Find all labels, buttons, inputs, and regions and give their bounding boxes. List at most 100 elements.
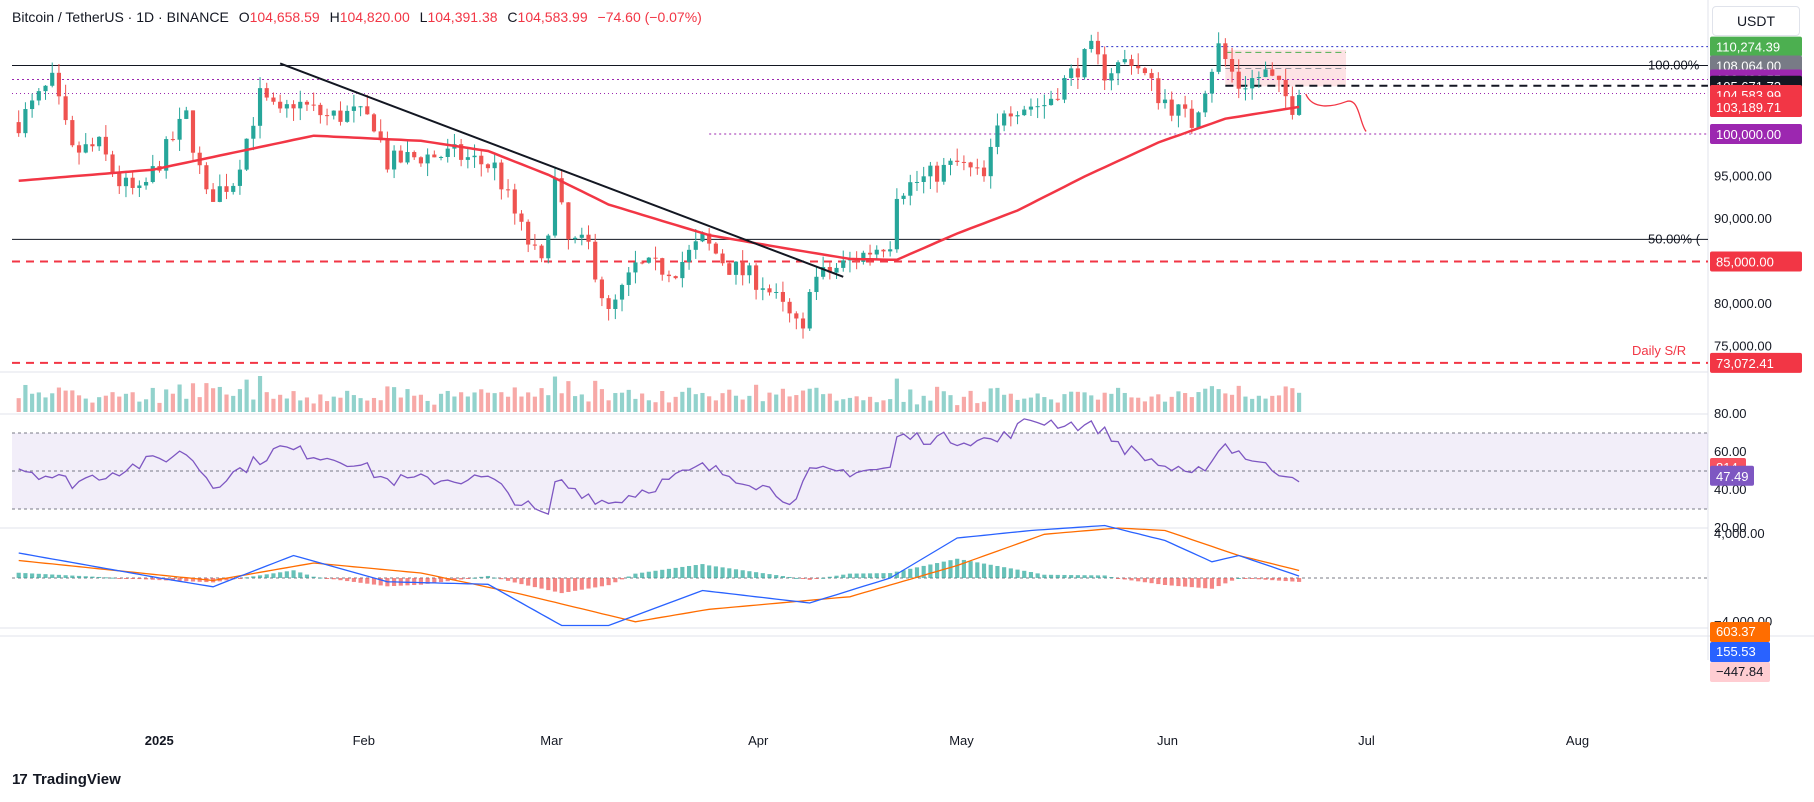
candle-body: [713, 243, 718, 254]
macd-histogram-bar: [1022, 570, 1027, 578]
candle-body: [351, 106, 356, 111]
macd-histogram-bar: [733, 569, 739, 578]
macd-histogram-bar: [727, 568, 732, 578]
macd-histogram-bar: [888, 573, 893, 578]
close-label: C: [507, 9, 518, 25]
candle-body: [405, 152, 410, 163]
volume-bar: [90, 402, 95, 412]
macd-histogram-bar: [492, 577, 497, 579]
volume-bar: [157, 402, 162, 412]
macd-histogram-bar: [995, 565, 1000, 578]
candle-body: [378, 131, 383, 141]
macd-histogram-bar: [1002, 567, 1007, 578]
candle-body: [465, 157, 470, 160]
macd-histogram-bar: [244, 577, 249, 579]
tradingview-logo[interactable]: 17 TradingView: [12, 771, 121, 788]
macd-histogram-bar: [1243, 578, 1248, 579]
candle-body: [1283, 79, 1288, 97]
volume-bar: [83, 398, 88, 412]
candle-body: [472, 155, 477, 158]
volume-bar: [686, 387, 692, 412]
volume-bar: [948, 395, 953, 412]
volume-bar: [244, 379, 249, 412]
macd-histogram-bar: [70, 575, 75, 578]
macd-histogram-bar: [1055, 574, 1060, 578]
candle-body: [365, 106, 370, 115]
macd-histogram-bar: [43, 574, 48, 578]
volume-bar: [1028, 397, 1034, 412]
macd-histogram-bar: [438, 578, 444, 583]
candle-body: [526, 221, 531, 245]
volume-bar: [1270, 395, 1275, 412]
volume-bar: [874, 402, 879, 412]
macd-histogram-bar: [546, 578, 551, 591]
macd-histogram-bar: [1229, 578, 1235, 581]
macd-histogram-bar: [324, 578, 330, 579]
macd-histogram-bar: [901, 570, 906, 578]
volume-bar: [539, 388, 544, 412]
candle-body: [733, 261, 739, 275]
candle-body: [425, 154, 430, 164]
macd-histogram-bar: [16, 572, 21, 578]
macd-histogram-bar: [304, 574, 310, 578]
candle-body: [271, 97, 276, 102]
candle-body: [291, 104, 296, 109]
candle-body: [861, 252, 866, 262]
candle-body: [204, 165, 209, 190]
volume-bar: [1203, 388, 1208, 412]
candle-body: [740, 261, 745, 276]
volume-bar: [512, 387, 517, 412]
macd-signal-badge: 603.37: [1710, 622, 1770, 642]
macd-histogram-bar: [1035, 573, 1040, 578]
macd-badge-bg: [1710, 622, 1770, 642]
volume-bar: [137, 401, 142, 412]
volume-bar: [673, 396, 678, 412]
macd-histogram-bar: [981, 563, 987, 578]
volume-bar: [754, 384, 759, 412]
macd-histogram-bar: [479, 576, 484, 578]
candle-body: [438, 156, 444, 158]
candle-body: [968, 162, 973, 168]
candle-body: [23, 109, 28, 134]
volume-bar: [894, 378, 899, 412]
volume-bar: [981, 401, 987, 412]
macd-histogram-bar: [63, 575, 68, 578]
time-tick-label: Aug: [1566, 733, 1589, 748]
volume-bar: [1075, 391, 1080, 412]
macd-histogram-bar: [512, 578, 517, 583]
volume-bar: [499, 392, 504, 412]
candle-body: [70, 120, 75, 146]
candle-body: [16, 122, 21, 134]
candle-body: [633, 262, 638, 273]
macd-histogram-bar: [499, 578, 504, 580]
currency-button[interactable]: USDT: [1712, 6, 1800, 36]
volume-bar: [1183, 393, 1188, 412]
price-badge-bg: [1710, 251, 1802, 272]
macd-histogram-bar: [351, 578, 356, 582]
volume-bar: [1109, 393, 1114, 412]
time-tick-label: Jun: [1157, 733, 1178, 748]
volume-bar: [418, 394, 423, 412]
volume-bar: [1048, 399, 1054, 412]
macd-histogram-bar: [955, 558, 960, 578]
macd-histogram-bar: [257, 575, 263, 578]
volume-bar: [1122, 392, 1127, 412]
volume-bar: [867, 396, 873, 412]
candle-body: [613, 299, 618, 309]
macd-histogram-bar: [633, 573, 638, 578]
ema-50-line: [18, 105, 1300, 262]
volume-bar: [961, 396, 966, 412]
volume-bar: [955, 405, 960, 412]
candle-body: [619, 284, 625, 300]
volume-bar: [1297, 392, 1302, 412]
price-badge: 103,189.71: [1710, 96, 1802, 117]
macd-histogram-bar: [1149, 578, 1154, 584]
candle-body: [794, 313, 799, 319]
volume-bar: [740, 399, 745, 412]
macd-histogram-bar: [291, 570, 296, 578]
volume-bar: [479, 389, 484, 412]
time-tick-label: 2025: [145, 733, 174, 748]
volume-bar: [459, 392, 464, 412]
macd-histogram-bar: [1189, 578, 1194, 588]
candle-body: [1095, 40, 1101, 55]
